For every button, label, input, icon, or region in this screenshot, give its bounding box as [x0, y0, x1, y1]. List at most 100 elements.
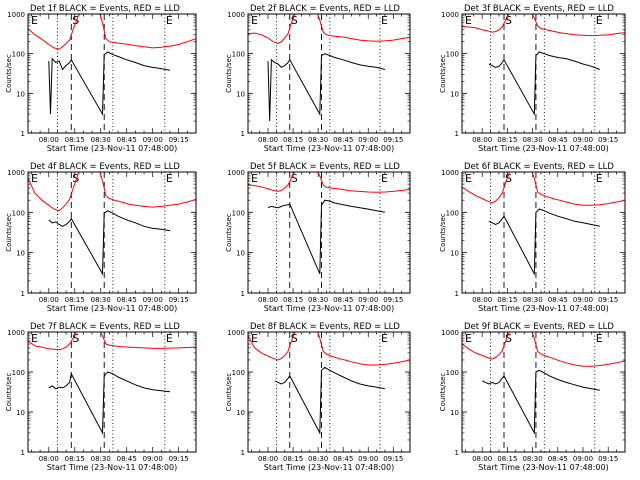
y-tick-label: 1 — [241, 449, 245, 457]
x-tick-label: 09:00 — [573, 455, 593, 463]
x-tick-label: 09:15 — [383, 296, 403, 304]
x-tick-label: 08:15 — [65, 455, 85, 463]
y-tick-label: 1 — [455, 290, 459, 298]
x-tick-label: 08:15 — [497, 136, 517, 144]
events-series-line — [48, 371, 171, 435]
y-tick-label: 1 — [21, 290, 25, 298]
y-tick-label: 1000 — [7, 11, 25, 19]
y-axis-label: Counts/sec — [5, 373, 13, 412]
lld-series-line — [248, 332, 410, 366]
marker-label-e: E — [166, 332, 173, 345]
events-series-line — [267, 199, 385, 274]
events-series-line — [274, 366, 386, 435]
marker-label-s: S — [505, 14, 512, 27]
marker-label-s: S — [505, 332, 512, 345]
events-series-line — [48, 51, 171, 116]
y-tick-label: 10 — [236, 409, 245, 417]
chart-panel-1: Det 1f BLACK = Events, RED = LLD 1 10 100 10… — [5, 4, 197, 153]
marker-label-e: E — [166, 172, 173, 185]
x-tick-label: 09:15 — [169, 136, 189, 144]
marker-label-s: S — [505, 172, 512, 185]
y-tick-label: 1 — [241, 290, 245, 298]
x-tick-label: 08:30 — [91, 136, 111, 144]
plot-frame — [27, 171, 197, 294]
x-tick-label: 09:00 — [573, 296, 593, 304]
y-tick-label: 1000 — [441, 11, 459, 19]
panel-title: Det 6f BLACK = Events, RED = LLD — [464, 162, 614, 172]
plot-frame — [247, 331, 411, 453]
x-tick-label: 08:15 — [283, 136, 303, 144]
x-tick-label: 08:00 — [39, 455, 59, 463]
marker-label-s: S — [291, 172, 298, 185]
x-axis-label: Start Time (23-Nov-11 07:48:00) — [47, 304, 177, 313]
x-tick-label: 09:15 — [383, 136, 403, 144]
x-tick-label: 08:30 — [91, 296, 111, 304]
x-tick-label: 08:00 — [258, 296, 278, 304]
y-tick-label: 1000 — [227, 169, 245, 177]
x-axis-label: Start Time (23-Nov-11 07:48:00) — [264, 463, 394, 472]
x-tick-label: 09:15 — [169, 455, 189, 463]
x-axis-label: Start Time (23-Nov-11 07:48:00) — [264, 144, 394, 153]
chart-panel-8: Det 8f BLACK = Events, RED = LLD 1 10 100 10… — [225, 322, 411, 472]
marker-label-e: E — [251, 332, 258, 345]
marker-label-e: E — [31, 332, 38, 345]
y-tick-label: 100 — [446, 51, 459, 59]
events-series-line — [488, 208, 600, 276]
x-axis-label: Start Time (23-Nov-11 07:48:00) — [264, 304, 394, 313]
x-tick-label: 08:00 — [472, 455, 492, 463]
y-tick-label: 1000 — [7, 329, 25, 337]
marker-label-s: S — [72, 14, 79, 27]
marker-label-e: E — [381, 332, 388, 345]
y-axis-label: Counts/sec — [225, 213, 233, 252]
y-tick-label: 1000 — [441, 329, 459, 337]
panel-title: Det 5f BLACK = Events, RED = LLD — [250, 162, 400, 172]
x-tick-label: 08:00 — [39, 136, 59, 144]
chart-panel-2: Det 2f BLACK = Events, RED = LLD 1 10 100 10… — [225, 4, 411, 153]
x-tick-label: 08:30 — [522, 455, 542, 463]
events-series-line — [488, 51, 600, 116]
y-tick-label: 100 — [446, 369, 459, 377]
x-tick-label: 08:30 — [308, 296, 328, 304]
x-tick-label: 08:30 — [522, 296, 542, 304]
marker-label-s: S — [72, 172, 79, 185]
x-tick-label: 08:00 — [472, 296, 492, 304]
x-tick-label: 08:00 — [258, 136, 278, 144]
x-tick-label: 08:45 — [333, 296, 353, 304]
x-axis-label: Start Time (23-Nov-11 07:48:00) — [478, 304, 608, 313]
x-tick-label: 08:30 — [91, 455, 111, 463]
y-axis-label: Counts/sec — [5, 213, 13, 252]
y-axis-label: Counts/sec — [225, 373, 233, 412]
x-tick-label: 09:00 — [143, 136, 163, 144]
x-tick-label: 09:00 — [143, 455, 163, 463]
marker-label-e: E — [465, 332, 472, 345]
y-axis-label: Counts/sec — [439, 54, 447, 93]
y-axis-label: Counts/sec — [225, 54, 233, 93]
lld-series-line — [28, 14, 196, 50]
y-tick-label: 1 — [455, 449, 459, 457]
y-tick-label: 100 — [232, 369, 245, 377]
marker-label-e: E — [31, 14, 38, 27]
x-tick-label: 08:30 — [522, 136, 542, 144]
lld-series-line — [28, 172, 196, 212]
y-axis-label: Counts/sec — [439, 373, 447, 412]
y-tick-label: 100 — [446, 209, 459, 217]
marker-label-s: S — [291, 332, 298, 345]
x-tick-label: 08:45 — [548, 136, 568, 144]
panel-title: Det 9f BLACK = Events, RED = LLD — [464, 322, 614, 332]
y-tick-label: 10 — [16, 409, 25, 417]
y-tick-label: 1000 — [7, 169, 25, 177]
x-tick-label: 09:15 — [598, 136, 618, 144]
y-tick-label: 1 — [241, 130, 245, 138]
plot-frame — [461, 171, 626, 294]
events-series-line — [48, 210, 171, 276]
y-tick-label: 10 — [16, 250, 25, 258]
marker-label-e: E — [596, 172, 603, 185]
x-tick-label: 08:45 — [117, 455, 137, 463]
panel-title: Det 4f BLACK = Events, RED = LLD — [30, 162, 180, 172]
y-tick-label: 10 — [236, 250, 245, 258]
x-tick-label: 08:15 — [497, 296, 517, 304]
y-tick-label: 10 — [236, 90, 245, 98]
x-tick-label: 08:45 — [333, 455, 353, 463]
x-axis-label: Start Time (23-Nov-11 07:48:00) — [478, 463, 608, 472]
